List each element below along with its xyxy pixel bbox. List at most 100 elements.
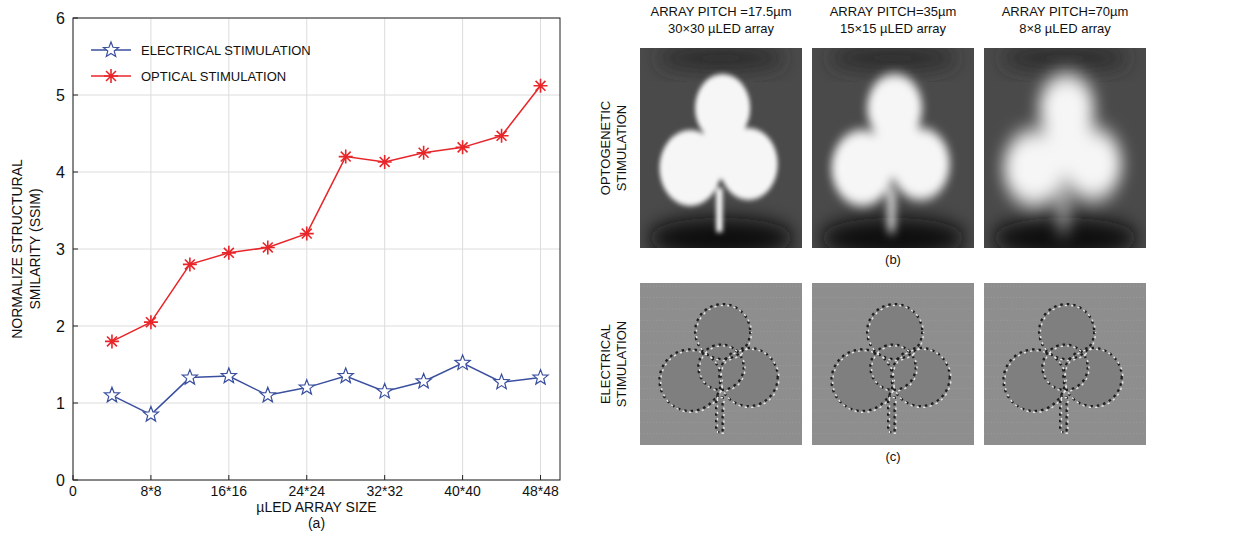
legend-marker	[104, 69, 118, 83]
data-point	[299, 380, 314, 394]
series-line	[112, 363, 541, 415]
data-point	[261, 240, 275, 254]
stem	[1060, 188, 1066, 232]
lobe	[872, 346, 917, 391]
column-head: 15×15 µLED array	[840, 21, 947, 36]
data-point	[222, 246, 236, 260]
legend-label: ELECTRICAL STIMULATION	[141, 43, 311, 58]
y-tick-label: 2	[56, 318, 65, 335]
column-head: ARRAY PITCH=35µm	[830, 4, 957, 19]
shadow	[828, 48, 958, 70]
x-tick	[306, 475, 307, 480]
lobe	[1039, 304, 1094, 359]
data-point	[377, 383, 392, 397]
clover-shape	[831, 74, 949, 232]
data-point	[378, 155, 392, 169]
shadow	[656, 48, 786, 70]
x-tick	[540, 475, 541, 480]
lobe	[1042, 124, 1087, 180]
y-grid-line	[73, 403, 560, 404]
x-tick	[228, 475, 229, 480]
y-tick	[73, 326, 78, 327]
image-background	[984, 48, 1146, 248]
data-point	[534, 79, 548, 93]
x-tick-label: 32*32	[366, 483, 403, 499]
lobe	[893, 349, 951, 407]
lobe	[695, 304, 750, 359]
x-tick-label: 0	[69, 483, 77, 499]
data-group	[104, 79, 548, 421]
lobe	[1063, 348, 1121, 406]
clover-fill	[1003, 304, 1121, 432]
texture	[984, 433, 1146, 434]
row-label-line: OPTOGENETIC	[598, 101, 613, 195]
y-tick	[73, 95, 78, 96]
y-tick-label: 3	[56, 241, 65, 258]
series-line	[112, 86, 541, 342]
image-background	[640, 283, 802, 445]
texture	[640, 286, 802, 287]
stem	[717, 398, 723, 434]
y-axis-title-line: SMILARITY (SSIM)	[27, 188, 43, 309]
lobe	[721, 349, 779, 407]
y-tick	[73, 172, 78, 173]
image-content	[984, 283, 1146, 445]
data-point	[417, 146, 431, 160]
y-tick	[73, 18, 78, 19]
y-tick-label: 4	[56, 164, 65, 181]
data-point	[143, 407, 158, 421]
clover-edge	[659, 304, 777, 432]
data-point	[533, 370, 548, 384]
stem	[888, 188, 894, 232]
data-point	[104, 387, 119, 401]
clover-edge	[1003, 304, 1121, 432]
image-background	[984, 283, 1146, 445]
y-grid-line	[73, 172, 560, 173]
lobe	[696, 305, 751, 360]
image-content	[812, 48, 974, 248]
stimulation-image	[984, 283, 1146, 445]
data-point	[183, 257, 197, 271]
lobe	[891, 348, 949, 406]
column-head: 30×30 µLED array	[668, 21, 775, 36]
texture	[812, 286, 974, 287]
row-label-line: ELECTRICAL	[598, 324, 613, 404]
x-tick-label: 8*8	[140, 483, 161, 499]
clover-shape	[1003, 74, 1121, 232]
figure: 08*816*1624*2432*3240*4048*480123456µLED…	[0, 0, 1257, 535]
clover-shape	[659, 74, 777, 232]
y-tick-label: 6	[56, 10, 65, 27]
data-point	[339, 150, 353, 164]
data-point	[495, 129, 509, 143]
data-point	[456, 140, 470, 154]
lobe	[1065, 349, 1123, 407]
texture	[984, 297, 1146, 298]
y-tick	[73, 403, 78, 404]
y-tick-label: 5	[56, 87, 65, 104]
stem	[889, 398, 895, 434]
image-content	[640, 48, 802, 248]
data-point	[260, 387, 275, 401]
x-tick-label: 40*40	[444, 483, 481, 499]
row-label: OPTOGENETICSTIMULATION	[598, 101, 629, 195]
texture	[812, 297, 974, 298]
image-content	[640, 283, 802, 445]
data-point	[494, 374, 509, 388]
data-point	[416, 373, 431, 387]
stimulation-image	[640, 283, 802, 445]
lobe	[1005, 351, 1067, 413]
image-background	[812, 283, 974, 445]
lobe	[719, 348, 777, 406]
lobe	[1040, 305, 1095, 360]
lobe	[700, 346, 745, 391]
clover-edge	[661, 305, 779, 433]
lobe	[868, 305, 923, 360]
clover-edge	[1005, 305, 1123, 433]
x-tick	[150, 475, 151, 480]
image-background	[640, 48, 802, 248]
data-point	[300, 227, 314, 241]
x-tick-label: 48*48	[522, 483, 559, 499]
data-point	[338, 368, 353, 382]
image-content	[984, 48, 1146, 248]
y-grid-line	[73, 95, 560, 96]
